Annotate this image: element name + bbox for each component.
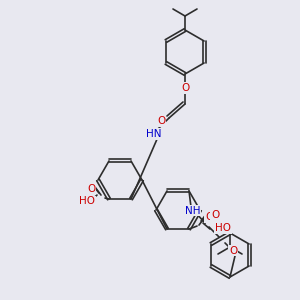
- Text: HN: HN: [146, 129, 162, 139]
- Text: HO: HO: [79, 196, 95, 206]
- Text: O: O: [181, 83, 189, 93]
- Text: O: O: [157, 116, 165, 126]
- Text: O: O: [87, 184, 95, 194]
- Text: NH: NH: [185, 206, 201, 216]
- Text: O: O: [229, 246, 237, 256]
- Text: O: O: [205, 212, 213, 222]
- Text: HO: HO: [215, 223, 231, 233]
- Text: O: O: [211, 210, 219, 220]
